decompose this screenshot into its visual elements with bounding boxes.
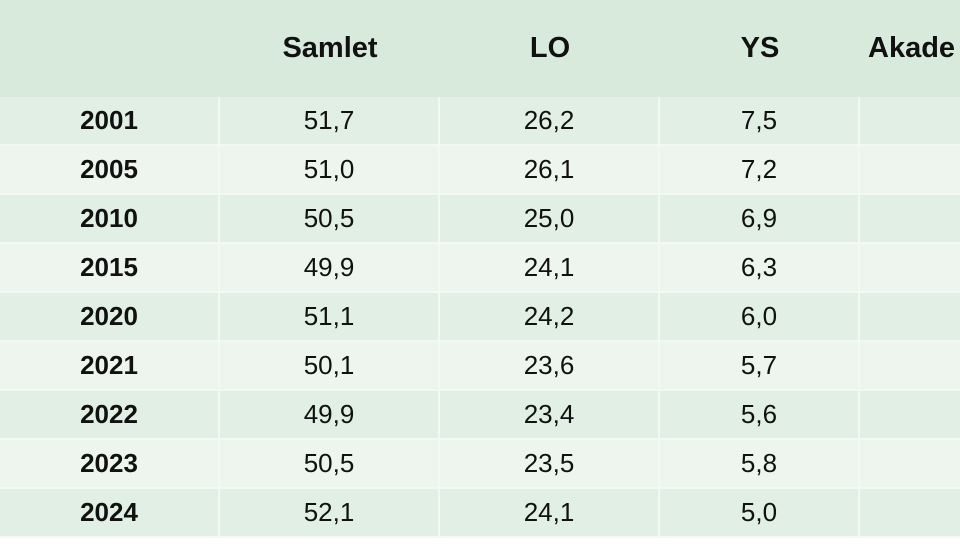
- table-cell: 50,5: [220, 195, 440, 244]
- table-cell: 7,2: [660, 146, 860, 195]
- table-cell: 6,3: [660, 244, 860, 293]
- table-cell: 49,9: [220, 244, 440, 293]
- table-cell: 26,1: [440, 146, 660, 195]
- table-cell: 26,2: [440, 97, 660, 146]
- table-cell: 24,1: [440, 244, 660, 293]
- table-cell: 5,6: [660, 391, 860, 440]
- header-cell: [0, 0, 220, 97]
- table-cell: 23,5: [440, 440, 660, 489]
- table-cell: [860, 244, 960, 293]
- table-cell: [860, 97, 960, 146]
- row-label: 2021: [0, 342, 220, 391]
- table-cell: 23,6: [440, 342, 660, 391]
- table-cell: [860, 342, 960, 391]
- table-cell: 51,7: [220, 97, 440, 146]
- table-cell: 51,0: [220, 146, 440, 195]
- table-cell: [860, 391, 960, 440]
- row-label: 2005: [0, 146, 220, 195]
- table-cell: 51,1: [220, 293, 440, 342]
- table-cell: [860, 489, 960, 538]
- column-header: Akade: [860, 0, 960, 97]
- row-label: 2010: [0, 195, 220, 244]
- table-cell: 50,5: [220, 440, 440, 489]
- table-cell: 7,5: [660, 97, 860, 146]
- row-label: 2020: [0, 293, 220, 342]
- row-label: 2023: [0, 440, 220, 489]
- column-header: LO: [440, 0, 660, 97]
- table-cell: 24,2: [440, 293, 660, 342]
- table-cell: [860, 195, 960, 244]
- table-cell: 5,8: [660, 440, 860, 489]
- row-label: 2001: [0, 97, 220, 146]
- row-label: 2024: [0, 489, 220, 538]
- table-cell: 52,1: [220, 489, 440, 538]
- row-label: 2015: [0, 244, 220, 293]
- table-cell: 5,7: [660, 342, 860, 391]
- table-cell: [860, 440, 960, 489]
- table-cell: [860, 293, 960, 342]
- table-cell: 24,1: [440, 489, 660, 538]
- column-header: Samlet: [220, 0, 440, 97]
- table-cell: [860, 146, 960, 195]
- table-cell: 49,9: [220, 391, 440, 440]
- row-label: 2022: [0, 391, 220, 440]
- column-header: YS: [660, 0, 860, 97]
- table-cell: 23,4: [440, 391, 660, 440]
- table-cell: 25,0: [440, 195, 660, 244]
- table-cell: 6,0: [660, 293, 860, 342]
- table-cell: 5,0: [660, 489, 860, 538]
- table-cell: 6,9: [660, 195, 860, 244]
- table-cell: 50,1: [220, 342, 440, 391]
